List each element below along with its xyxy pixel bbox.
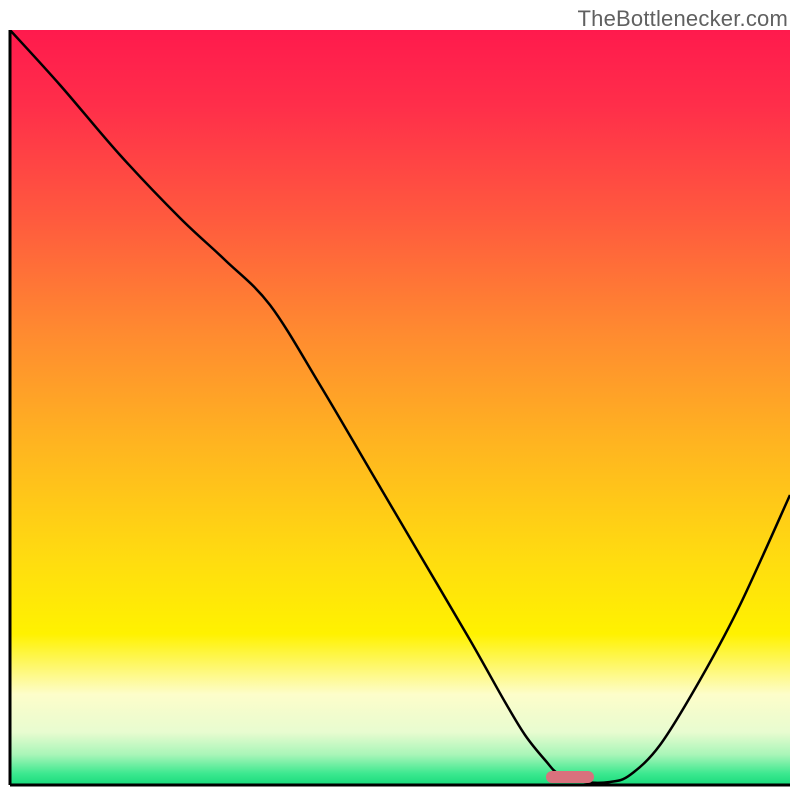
chart-container: TheBottlenecker.com: [0, 0, 800, 800]
bottleneck-chart: [0, 0, 800, 800]
watermark-text: TheBottlenecker.com: [578, 6, 788, 32]
optimal-marker: [546, 771, 594, 783]
gradient-area: [10, 30, 790, 785]
